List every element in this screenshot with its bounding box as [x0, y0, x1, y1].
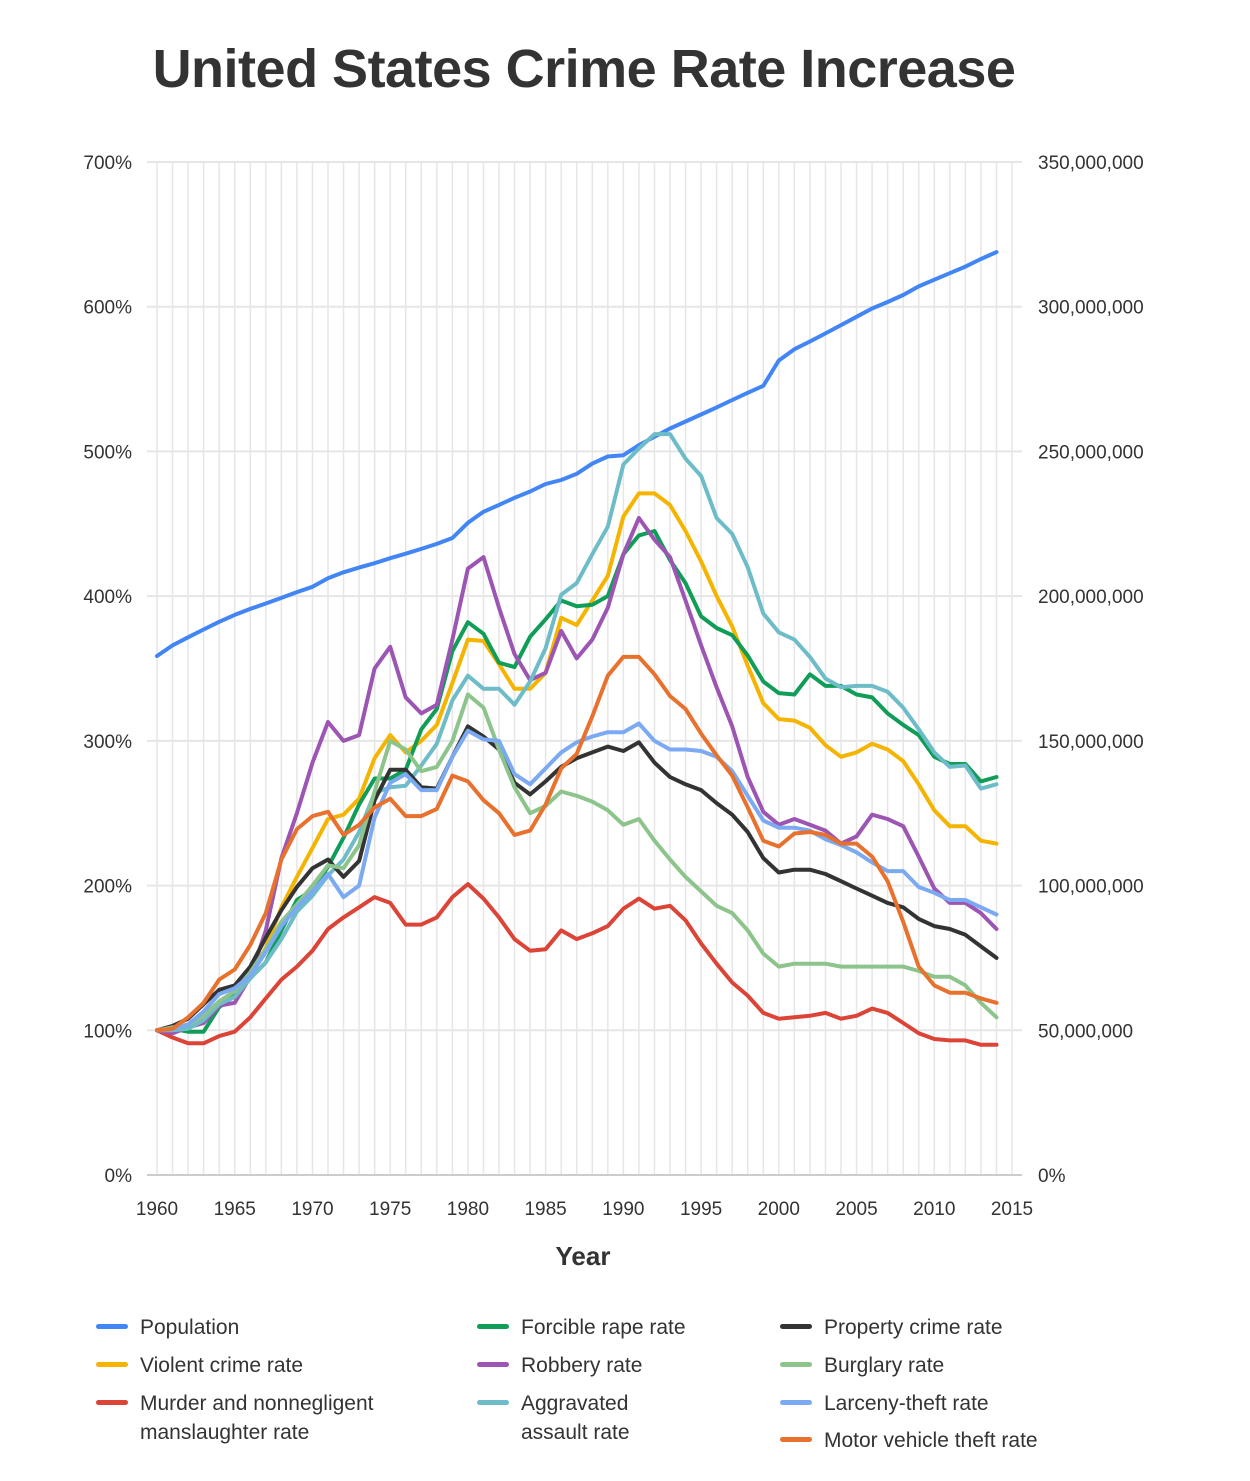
y-right-tick-label: 300,000,000 [1038, 298, 1144, 319]
x-axis-title: Year [556, 1241, 611, 1271]
x-tick-label: 2010 [913, 1199, 955, 1220]
y-left-tick-label: 300% [83, 732, 132, 753]
x-tick-label: 1985 [524, 1199, 566, 1220]
y-left-axis: 0% 100% 200% 300% 400% 500% 600% 700% [83, 153, 132, 1187]
y-right-tick-label: 350,000,000 [1038, 153, 1144, 174]
y-right-tick-label: 200,000,000 [1038, 587, 1144, 608]
y-left-tick-label: 500% [83, 442, 132, 463]
series-line-forcible-rape-rate [155, 529, 999, 1034]
series-line-motor-vehicle-theft-rate [155, 654, 999, 1033]
series-line-larceny-theft-rate [155, 721, 999, 1033]
series-line-murder-and-nonnegligent-manslaughter-rate [155, 882, 999, 1047]
x-tick-label: 2015 [991, 1199, 1033, 1220]
y-left-tick-label: 200% [83, 877, 132, 898]
series-line-burglary-rate [155, 692, 999, 1033]
y-right-tick-label: 100,000,000 [1038, 877, 1144, 898]
y-right-tick-label: 0% [1038, 1166, 1066, 1187]
series-line-property-crime-rate [155, 724, 999, 1033]
x-tick-label: 1990 [602, 1199, 644, 1220]
y-right-tick-label: 250,000,000 [1038, 442, 1144, 463]
series-lines [155, 250, 999, 1047]
series-line-population [155, 250, 999, 658]
y-left-tick-label: 400% [83, 587, 132, 608]
chart-title: United States Crime Rate Increase [152, 39, 1016, 99]
y-left-tick-label: 700% [83, 153, 132, 174]
x-tick-label: 2000 [758, 1199, 800, 1220]
y-right-axis: 0% 50,000,000 100,000,000 150,000,000 200,00… [1038, 153, 1144, 1187]
y-left-tick-label: 0% [105, 1166, 133, 1187]
x-tick-label: 1965 [214, 1199, 256, 1220]
x-tick-label: 2005 [835, 1199, 877, 1220]
series-line-robbery-rate [155, 516, 999, 1036]
y-left-tick-label: 600% [83, 298, 132, 319]
x-axis: 1960 1965 1970 1975 1980 1985 1990 1995 2000 2005… [136, 1199, 1033, 1220]
grid [147, 161, 1022, 1176]
x-tick-label: 1960 [136, 1199, 178, 1220]
y-right-tick-label: 50,000,000 [1038, 1021, 1133, 1042]
y-right-tick-label: 150,000,000 [1038, 732, 1144, 753]
series-line-aggravated-assault-rate [155, 432, 999, 1033]
series-line-violent-crime-rate [155, 491, 999, 1033]
y-left-tick-label: 100% [83, 1021, 132, 1042]
x-tick-label: 1995 [680, 1199, 722, 1220]
x-tick-label: 1970 [291, 1199, 333, 1220]
x-tick-label: 1975 [369, 1199, 411, 1220]
x-tick-label: 1980 [447, 1199, 489, 1220]
